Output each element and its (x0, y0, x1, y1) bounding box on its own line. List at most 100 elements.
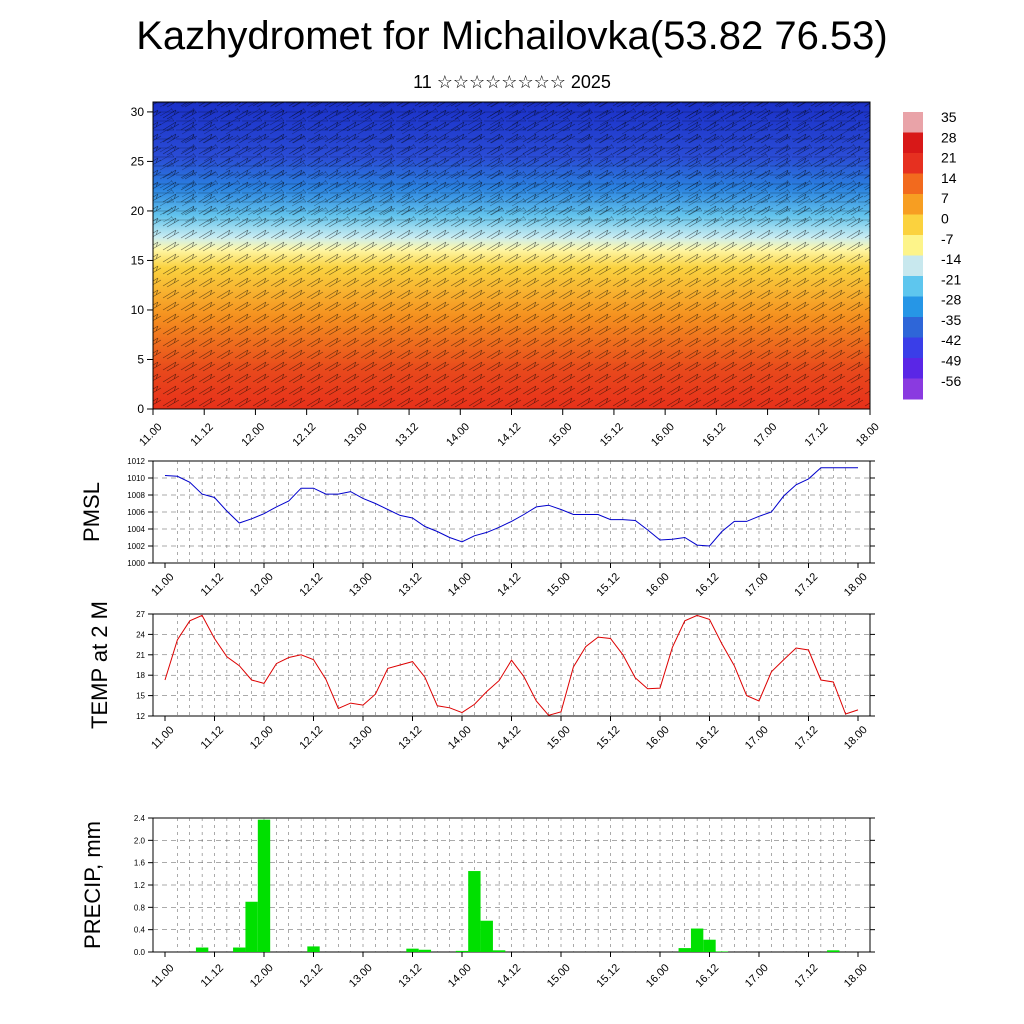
cross-section-y-tick-label: 15 (131, 253, 145, 267)
precip-x-axis: 11.00 11.12 12.00 12.12 13.00 13.12 14.00 14.12… (149, 952, 870, 990)
x-tick-label: 13.12 (396, 571, 424, 599)
x-tick-label: 12.12 (297, 724, 325, 752)
x-tick-label: 16.00 (644, 571, 672, 599)
precip-bar (406, 948, 419, 952)
colorbar-label: 28 (941, 129, 957, 145)
x-tick-label: 15.12 (594, 962, 622, 990)
cross-section-x-tick-label: 12.12 (291, 421, 319, 449)
temp-series-line (164, 614, 859, 716)
colorbar-swatch (903, 317, 923, 338)
colorbar-label: 21 (941, 150, 957, 166)
x-tick-label: 14.12 (495, 962, 523, 990)
x-tick-label: 13.12 (396, 724, 424, 752)
y-tick-label: 1008 (127, 491, 145, 500)
x-tick-label: 11.12 (199, 962, 226, 989)
precip-bar (307, 946, 320, 952)
y-tick-label: 1004 (127, 525, 145, 534)
x-tick-label: 15.00 (545, 962, 573, 990)
colorbar-swatch (903, 173, 923, 195)
y-tick-label: 1.2 (134, 881, 146, 890)
x-tick-label: 16.12 (693, 962, 721, 990)
precip-bar (703, 939, 716, 952)
x-tick-label: 15.12 (594, 724, 622, 752)
y-tick-label: 0.0 (134, 948, 146, 957)
colorbar-label: -49 (941, 353, 961, 369)
cross-section-x-tick-label: 15.12 (598, 421, 626, 449)
x-tick-label: 13.00 (347, 962, 375, 990)
pmsl-x-axis: 11.00 11.12 12.00 12.12 13.00 13.12 14.00 14.12… (149, 563, 870, 599)
pmsl-grid (153, 461, 870, 563)
precip-grid (153, 818, 870, 952)
colorbar-label: -56 (941, 373, 961, 389)
precip-bar (492, 950, 506, 952)
pmsl-y-axis: 1000 1002 1004 1006 1008 1010 1012 (127, 457, 875, 568)
temp-y-axis: 12 15 18 21 24 27 (136, 610, 875, 721)
pmsl-y-axis-label: PMSL (79, 482, 104, 542)
precip-bar (257, 819, 271, 952)
precip-bar (678, 948, 691, 952)
precip-bar (480, 920, 493, 952)
colorbar-label: 35 (941, 109, 957, 125)
colorbar-swatch (903, 378, 923, 400)
x-tick-label: 18.00 (842, 571, 870, 599)
cross-section-y-axis: 0 5 10 15 20 25 30 (131, 105, 153, 416)
colorbar-label: -7 (941, 231, 954, 247)
x-tick-label: 15.00 (545, 571, 573, 599)
page-subtitle: 11 ☆☆☆☆☆☆☆☆ 2025 (413, 72, 611, 92)
x-tick-label: 17.12 (792, 571, 820, 599)
x-tick-label: 13.00 (347, 724, 375, 752)
colorbar-swatch (903, 132, 923, 154)
x-tick-label: 17.00 (743, 571, 771, 599)
pmsl-series-line (164, 467, 858, 547)
precip-bar (690, 928, 704, 952)
cross-section-y-tick-label: 20 (131, 204, 145, 218)
x-tick-label: 11.00 (149, 571, 176, 598)
cross-section-panel: 0 5 10 15 20 25 30 11.00 11.12 12.00 12.12 13.00 13… (131, 101, 882, 449)
colorbar-swatch (903, 153, 923, 174)
x-tick-label: 15.12 (594, 571, 622, 599)
x-tick-label: 14.12 (495, 724, 523, 752)
x-tick-label: 12.12 (297, 571, 325, 599)
x-tick-label: 17.00 (743, 962, 771, 990)
cross-section-x-tick-label: 15.00 (547, 421, 575, 449)
cross-section-x-tick-label: 14.12 (495, 421, 523, 449)
x-tick-label: 16.12 (693, 571, 721, 599)
y-tick-label: 24 (136, 630, 145, 639)
cross-section-x-tick-label: 13.12 (393, 421, 421, 449)
colorbar-swatch (903, 358, 923, 379)
y-tick-label: 27 (136, 610, 145, 619)
cross-section-x-tick-label: 18.00 (854, 421, 882, 449)
colorbar: 35 28 21 14 7 0 -7 -14 -21 -28 -35 -42 -49 -56 (903, 109, 961, 400)
x-tick-label: 12.00 (248, 962, 276, 990)
temp-y-axis-label: TEMP at 2 M (87, 601, 112, 729)
y-tick-label: 15 (136, 692, 145, 701)
x-tick-label: 14.00 (446, 962, 474, 990)
y-tick-label: 1002 (127, 542, 145, 551)
precip-bar (455, 950, 469, 952)
colorbar-swatch (903, 235, 923, 256)
temp-grid (153, 614, 870, 716)
y-tick-label: 1012 (127, 457, 145, 466)
y-tick-label: 12 (136, 712, 145, 721)
cross-section-y-tick-label: 10 (131, 303, 145, 317)
colorbar-label: 7 (941, 190, 949, 206)
y-tick-label: 0.4 (134, 926, 146, 935)
cross-section-y-tick-label: 25 (131, 154, 145, 168)
cross-section-x-tick-label: 12.00 (239, 421, 267, 449)
colorbar-swatch (903, 337, 923, 359)
precip-bar (827, 950, 840, 952)
cross-section-x-axis: 11.00 11.12 12.00 12.12 13.00 13.12 14.00 14.12… (137, 409, 882, 449)
cross-section-x-tick-label: 13.00 (342, 421, 370, 449)
x-tick-label: 12.00 (248, 571, 276, 599)
precip-panel: 0.0 0.4 0.8 1.2 1.6 2.0 2.4 11.00 11.12 12.00 12.… (80, 814, 875, 990)
cross-section-x-tick-label: 11.12 (188, 421, 215, 448)
precip-y-axis-label: PRECIP, mm (80, 821, 105, 949)
x-tick-label: 11.00 (149, 962, 176, 989)
temp-x-axis: 11.00 11.12 12.00 12.12 13.00 13.12 14.00 14.12… (149, 716, 870, 752)
y-tick-label: 1000 (127, 559, 145, 568)
x-tick-label: 14.00 (446, 724, 474, 752)
y-tick-label: 1010 (127, 474, 145, 483)
precip-bar (418, 949, 432, 952)
colorbar-swatch (903, 112, 923, 133)
